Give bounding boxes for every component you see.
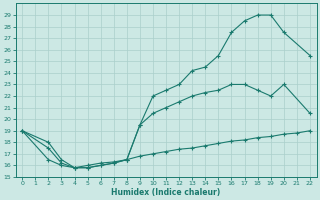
X-axis label: Humidex (Indice chaleur): Humidex (Indice chaleur) bbox=[111, 188, 221, 197]
